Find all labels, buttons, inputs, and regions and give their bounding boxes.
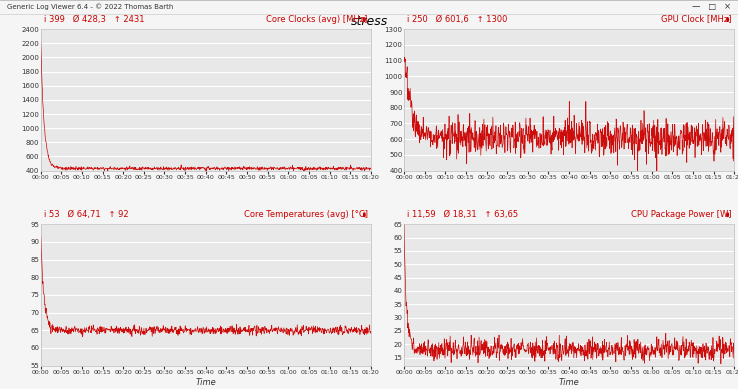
Text: Generic Log Viewer 6.4 - © 2022 Thomas Barth: Generic Log Viewer 6.4 - © 2022 Thomas B… <box>7 3 173 10</box>
Text: CPU Package Power [W]: CPU Package Power [W] <box>630 210 731 219</box>
Text: Core Clocks (avg) [MHz]: Core Clocks (avg) [MHz] <box>266 14 368 23</box>
Text: Core Temperatures (avg) [°C]: Core Temperatures (avg) [°C] <box>244 210 368 219</box>
Text: GPU Clock [MHz]: GPU Clock [MHz] <box>661 14 731 23</box>
Text: i 250   Ø 601,6   ↑ 1300: i 250 Ø 601,6 ↑ 1300 <box>407 14 508 23</box>
X-axis label: Time: Time <box>559 378 579 387</box>
X-axis label: Time: Time <box>196 378 216 387</box>
Text: i 399   Ø 428,3   ↑ 2431: i 399 Ø 428,3 ↑ 2431 <box>44 14 145 23</box>
Text: —   □   ×: — □ × <box>692 2 731 11</box>
Text: i 11,59   Ø 18,31   ↑ 63,65: i 11,59 Ø 18,31 ↑ 63,65 <box>407 210 518 219</box>
Text: i 53   Ø 64,71   ↑ 92: i 53 Ø 64,71 ↑ 92 <box>44 210 128 219</box>
Text: stress: stress <box>351 15 387 28</box>
